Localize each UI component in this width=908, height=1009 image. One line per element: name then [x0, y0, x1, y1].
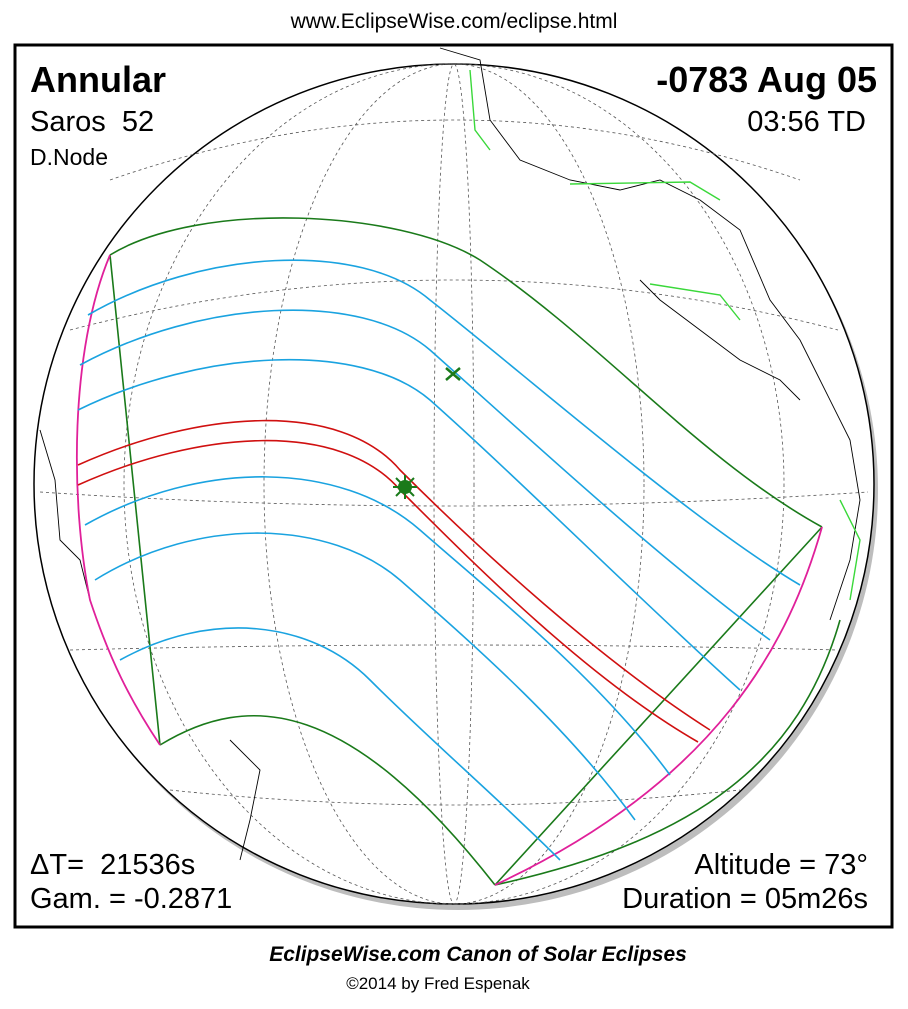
globe: [33, 47, 878, 910]
delta-t: ΔT= 21536s: [30, 849, 195, 881]
date: -0783 Aug 05: [656, 59, 877, 100]
duration: Duration = 05m26s: [622, 883, 868, 915]
node: D.Node: [30, 144, 108, 170]
gamma: Gam. = -0.2871: [30, 883, 232, 915]
saros: Saros 52: [30, 106, 154, 138]
altitude: Altitude = 73°: [694, 849, 868, 881]
eclipse-type: Annular: [30, 59, 166, 100]
copyright: ©2014 by Fred Espenak: [346, 974, 530, 993]
footer-title: EclipseWise.com Canon of Solar Eclipses: [269, 943, 687, 966]
time: 03:56 TD: [747, 106, 866, 138]
url: www.EclipseWise.com/eclipse.html: [290, 10, 618, 33]
